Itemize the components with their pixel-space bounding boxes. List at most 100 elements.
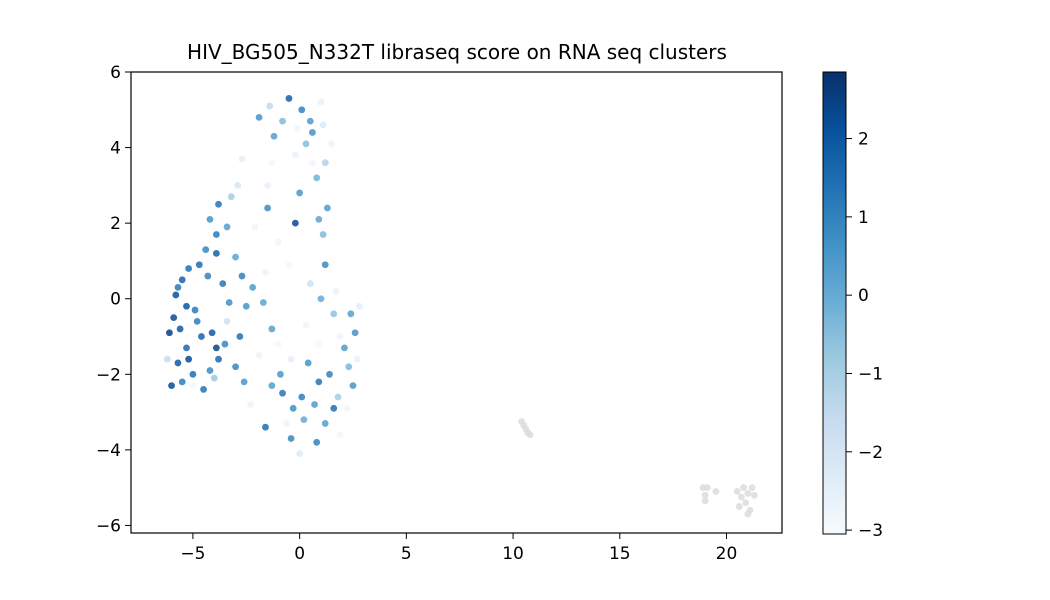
data-point xyxy=(249,283,257,291)
data-point xyxy=(200,386,207,393)
data-point xyxy=(223,223,231,231)
data-point xyxy=(232,363,239,371)
data-point xyxy=(347,310,355,318)
data-point xyxy=(236,333,244,340)
data-point xyxy=(225,299,233,306)
data-point xyxy=(298,393,306,401)
data-point xyxy=(313,174,321,182)
data-point xyxy=(345,363,353,371)
na-point xyxy=(733,488,741,495)
data-point xyxy=(238,272,246,280)
colorbar-tick-label: −2 xyxy=(858,443,883,463)
data-point xyxy=(221,340,229,348)
data-point xyxy=(215,200,222,208)
data-point xyxy=(306,117,314,125)
data-point xyxy=(223,317,231,325)
data-point xyxy=(287,355,295,363)
data-point xyxy=(264,181,272,189)
data-point xyxy=(178,378,186,386)
data-point xyxy=(238,155,246,163)
na-point xyxy=(712,488,720,495)
x-tick-label: 0 xyxy=(294,544,305,564)
data-point xyxy=(296,189,304,197)
data-point xyxy=(315,340,323,348)
data-point xyxy=(279,389,286,397)
data-point xyxy=(242,302,250,310)
x-tick-label: 10 xyxy=(502,544,524,564)
data-point xyxy=(330,404,338,412)
data-point xyxy=(168,382,175,390)
data-point xyxy=(349,382,357,390)
colorbar-gradient xyxy=(822,71,847,535)
data-point xyxy=(332,287,340,295)
data-point xyxy=(268,159,276,167)
data-point xyxy=(174,359,182,367)
data-point xyxy=(212,231,220,238)
x-tick-label: −5 xyxy=(180,544,205,564)
na-point xyxy=(526,431,534,439)
x-tick-label: 5 xyxy=(401,544,412,564)
data-point xyxy=(321,159,329,167)
data-point xyxy=(309,129,316,136)
data-point xyxy=(336,431,344,439)
data-point xyxy=(277,370,284,378)
data-point xyxy=(212,249,220,257)
data-point xyxy=(291,151,299,159)
colorbar-tick-label: 0 xyxy=(858,286,869,306)
data-point xyxy=(189,382,197,390)
colorbar-tick-label: −1 xyxy=(858,364,883,384)
data-point xyxy=(319,121,327,129)
data-point xyxy=(234,181,242,189)
data-point xyxy=(300,416,308,424)
data-point xyxy=(189,370,197,378)
data-point xyxy=(166,329,173,337)
data-point xyxy=(283,420,291,427)
data-point xyxy=(206,367,214,374)
data-point xyxy=(255,113,263,121)
data-point xyxy=(172,291,180,299)
na-point xyxy=(701,491,709,499)
colorbar-tick-label: 1 xyxy=(858,208,869,228)
data-point xyxy=(330,310,338,318)
data-point xyxy=(287,435,295,442)
y-tick-label: −6 xyxy=(96,516,121,536)
data-point xyxy=(183,302,190,310)
data-point xyxy=(185,265,193,272)
data-point xyxy=(262,423,269,431)
points-layer xyxy=(163,95,758,518)
y-axis: −6 −4 −2 0 2 4 6 xyxy=(96,63,131,536)
data-point xyxy=(227,193,235,201)
data-point xyxy=(328,140,336,148)
data-point xyxy=(343,404,350,412)
x-axis: −5 0 5 10 15 20 xyxy=(180,533,737,564)
data-point xyxy=(268,325,276,333)
y-tick-label: −2 xyxy=(96,365,121,385)
data-point xyxy=(285,261,293,269)
data-point xyxy=(302,321,310,329)
data-point xyxy=(294,125,301,133)
y-tick-label: 0 xyxy=(110,290,121,310)
data-point xyxy=(315,378,323,386)
na-point xyxy=(744,489,752,497)
data-point xyxy=(206,215,214,223)
x-tick-label: 20 xyxy=(716,544,738,564)
data-point xyxy=(291,219,299,227)
data-point xyxy=(321,420,329,427)
data-point xyxy=(170,314,178,322)
na-point xyxy=(738,493,745,501)
chart-title: HIV_BG505_N332T libraseq score on RNA se… xyxy=(187,40,727,64)
data-point xyxy=(321,261,329,269)
y-tick-label: 6 xyxy=(110,63,121,83)
data-point xyxy=(240,378,248,386)
data-point xyxy=(274,340,282,348)
data-point xyxy=(289,404,297,412)
data-point xyxy=(208,329,216,337)
data-point xyxy=(326,370,333,378)
data-point xyxy=(315,215,323,223)
data-point xyxy=(264,204,272,212)
na-point xyxy=(701,497,709,505)
data-point xyxy=(341,344,348,352)
na-point xyxy=(740,484,747,492)
colorbar-tick-label: −3 xyxy=(858,521,883,541)
data-point xyxy=(232,253,239,261)
